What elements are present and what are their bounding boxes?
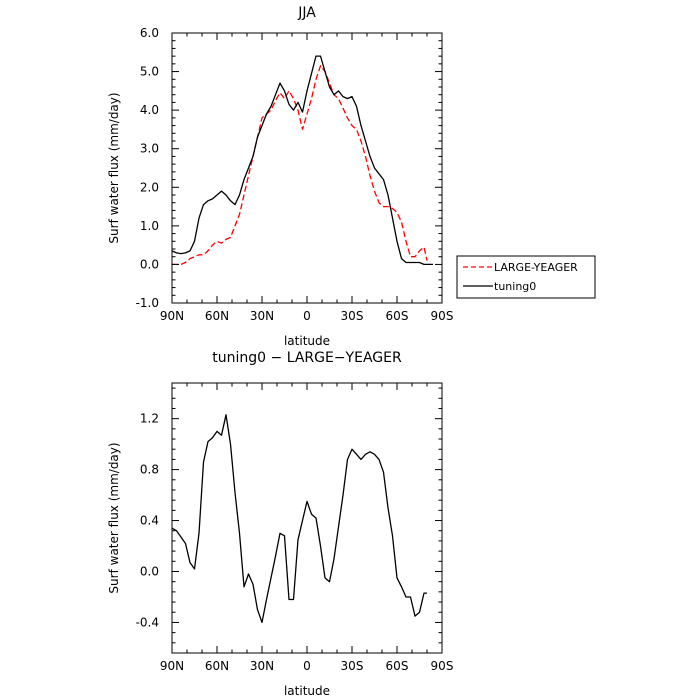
bottom-y-tick-label: 0.8 xyxy=(140,463,159,477)
top-y-axis-label: Surf water flux (mm/day) xyxy=(107,92,121,243)
top-plot-frame xyxy=(171,32,443,304)
top-x-tick-label: 30S xyxy=(341,309,364,323)
bottom-series-group xyxy=(171,414,427,624)
top-series-line-large-yeager xyxy=(172,65,428,266)
bottom-ticks: 90N 60N 30N 0 30S 60S 90S -0.4 0.0 0.4 0.8 1.2 xyxy=(136,383,454,673)
bottom-x-tick-label: 30S xyxy=(341,659,364,673)
top-x-tick-label: 90N xyxy=(160,309,184,323)
top-panel: JJA 90N 60N 30N 0 30S 60S 90S -1.0 0.0 1.0 2.0 3.0 4… xyxy=(107,5,596,348)
bottom-x-tick-label: 0 xyxy=(303,659,311,673)
bottom-x-tick-label: 90N xyxy=(160,659,184,673)
top-series-line-tuning0 xyxy=(171,55,433,266)
legend-label-large-yeager: LARGE-YEAGER xyxy=(494,261,578,274)
bottom-panel: tuning0 − LARGE−YEAGER 90N 60N 30N 0 30S 60S 9… xyxy=(107,350,453,698)
bottom-x-tick-label: 30N xyxy=(250,659,274,673)
bottom-x-tick-label: 60S xyxy=(386,659,409,673)
top-ticks: 90N 60N 30N 0 30S 60S 90S -1.0 0.0 1.0 2.0 3.0 4.0 5.… xyxy=(136,26,454,323)
top-y-tick-label: 1.0 xyxy=(140,219,159,233)
bottom-x-tick-label: 60N xyxy=(205,659,229,673)
top-y-tick-label: 4.0 xyxy=(140,103,159,117)
bottom-y-axis-label: Surf water flux (mm/day) xyxy=(107,442,121,593)
bottom-y-tick-label: 0.4 xyxy=(140,514,159,528)
legend-label-tuning0: tuning0 xyxy=(494,280,536,293)
bottom-y-tick-label: -0.4 xyxy=(136,615,159,629)
top-y-tick-label: -1.0 xyxy=(136,296,159,310)
bottom-plot-frame xyxy=(171,382,443,654)
legend: LARGE-YEAGER tuning0 xyxy=(456,255,596,299)
top-x-tick-label: 0 xyxy=(303,309,311,323)
top-x-tick-label: 90S xyxy=(431,309,454,323)
top-x-tick-label: 60S xyxy=(386,309,409,323)
top-y-tick-label: 6.0 xyxy=(140,26,159,40)
bottom-y-tick-label: 0.0 xyxy=(140,564,159,578)
bottom-y-tick-label: 1.2 xyxy=(140,412,159,426)
top-y-tick-label: 5.0 xyxy=(140,65,159,79)
top-chart-title: JJA xyxy=(297,5,316,21)
bottom-chart-title: tuning0 − LARGE−YEAGER xyxy=(212,350,402,366)
legend-box xyxy=(456,255,596,299)
top-x-tick-label: 60N xyxy=(205,309,229,323)
top-y-tick-label: 0.0 xyxy=(140,257,159,271)
top-x-axis-label: latitude xyxy=(284,334,330,348)
bottom-x-tick-label: 90S xyxy=(431,659,454,673)
bottom-x-axis-label: latitude xyxy=(284,684,330,698)
top-series-group xyxy=(171,55,433,266)
top-y-tick-label: 2.0 xyxy=(140,180,159,194)
bottom-series-line-0 xyxy=(171,414,427,624)
top-y-tick-label: 3.0 xyxy=(140,142,159,156)
top-x-tick-label: 30N xyxy=(250,309,274,323)
